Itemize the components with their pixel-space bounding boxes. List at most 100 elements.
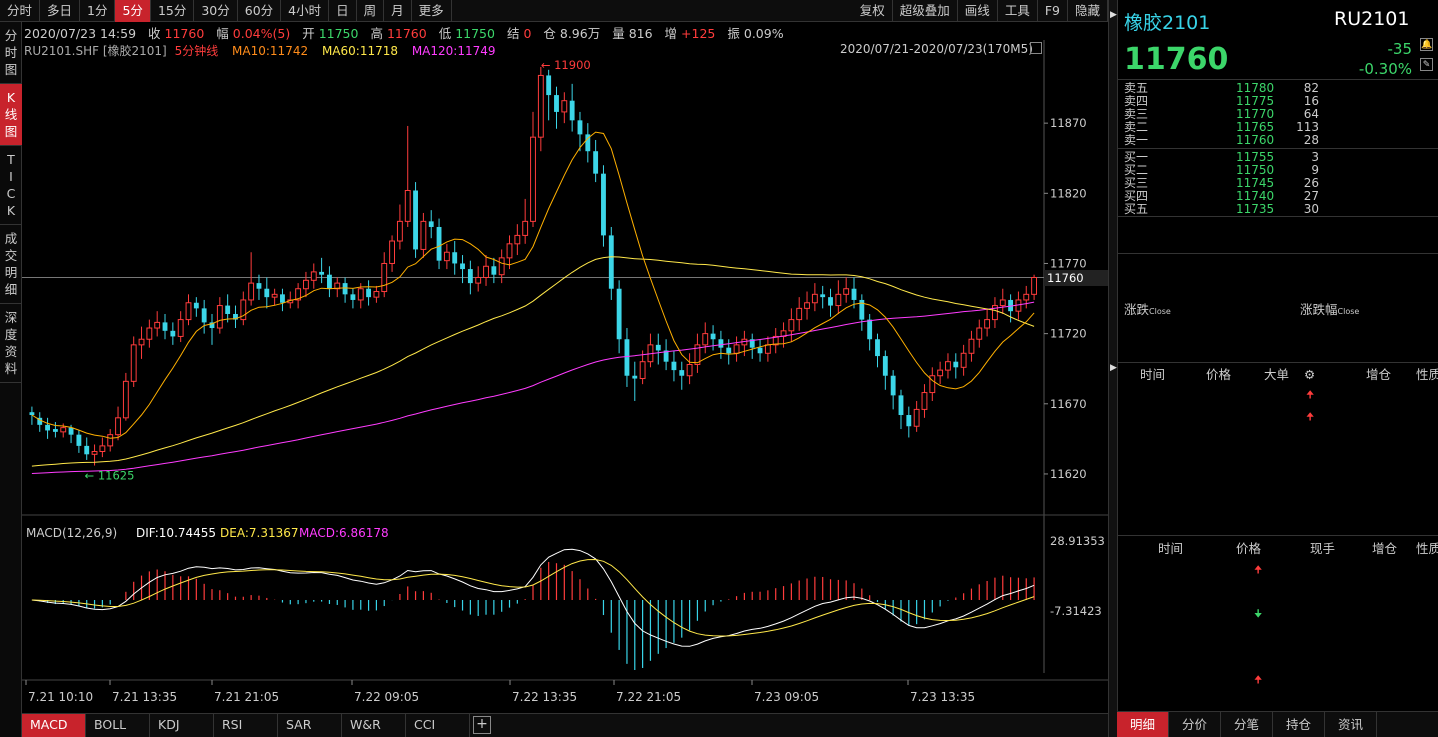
indicator-tab-6[interactable]: CCI (406, 714, 470, 737)
price-axis-label: 11870 (1050, 116, 1087, 130)
period-tab-2[interactable]: 1分 (80, 0, 116, 22)
left-tab-0[interactable]: 分 时 图 (0, 22, 22, 84)
period-tab-4[interactable]: 15分 (151, 0, 195, 22)
candle-body-down (875, 339, 880, 357)
period-tab-6[interactable]: 60分 (238, 0, 282, 22)
period-tab-3[interactable]: 5分 (115, 0, 151, 22)
tick-row (1126, 626, 1438, 648)
bid-price[interactable]: 11745 (1236, 176, 1275, 190)
ma120-label: MA120:11749 (411, 44, 496, 58)
low-label: 低 (438, 26, 452, 41)
left-tab-4[interactable]: 深 度 资 料 (0, 304, 22, 383)
toolbar-tool-0[interactable]: 复权 (853, 0, 893, 22)
settle-label: 结 (506, 26, 520, 41)
macd-axis-mid: -7.31423 (1050, 604, 1102, 618)
time-axis-label: 7.22 13:35 (512, 690, 577, 704)
bid-level-label: 买一 (1124, 150, 1149, 164)
detail-tab-2[interactable]: 分笔 (1221, 712, 1273, 737)
stat-label: 涨跌幅Close (1300, 302, 1359, 319)
candle-body-down (890, 375, 896, 396)
bid-price[interactable]: 11750 (1236, 163, 1275, 177)
detail-tab-3[interactable]: 持仓 (1273, 712, 1325, 737)
time-axis-label: 7.22 09:05 (354, 690, 419, 704)
kline-chart[interactable]: 11870 11820 11770 11720 11670 11620 ← 11900 ← 1… (22, 40, 1108, 713)
ask-volume: 16 (1303, 94, 1319, 108)
toolbar-tool-5[interactable]: 隐藏 (1068, 0, 1108, 22)
indicator-tab-2[interactable]: KDJ (150, 714, 214, 737)
period-tab-7[interactable]: 4小时 (281, 0, 330, 22)
toolbar-tool-4[interactable]: F9 (1038, 0, 1068, 22)
bid-price[interactable]: 11735 (1236, 202, 1275, 216)
left-tab-2[interactable]: T I C K (0, 146, 22, 225)
candle-body-up (404, 190, 411, 222)
period-tab-11[interactable]: 更多 (412, 0, 452, 22)
candle-body-down (436, 226, 442, 261)
left-tab-3[interactable]: 成 交 明 细 (0, 225, 22, 304)
ask-row: 卖三 11770 64 (1124, 108, 1434, 121)
left-tab-1[interactable]: K 线 图 (0, 84, 22, 146)
period-tab-0[interactable]: 分时 (0, 0, 41, 22)
ask-price[interactable]: 11765 (1236, 120, 1275, 134)
indicator-tab-4[interactable]: SAR (278, 714, 342, 737)
detail-tab-0[interactable]: 明细 (1117, 712, 1169, 737)
candle-body-up (804, 302, 810, 309)
ask-price[interactable]: 11760 (1236, 133, 1275, 147)
macd-value: MACD:6.86178 (299, 526, 389, 540)
price-axis-label: 11620 (1050, 467, 1087, 481)
toolbar-tool-1[interactable]: 超级叠加 (893, 0, 958, 22)
candle-body-down (162, 322, 168, 331)
indicator-tab-5[interactable]: W&R (342, 714, 406, 737)
panel-collapse-strip[interactable]: ▶ ▶ (1108, 0, 1117, 737)
candle-body-down (616, 288, 622, 340)
detail-tab-4[interactable]: 资讯 (1325, 712, 1377, 737)
close-label: 收 (148, 26, 161, 41)
ask-price[interactable]: 11770 (1236, 107, 1275, 121)
contract-name: 橡胶2101 (1124, 12, 1211, 34)
toolbar-spacer (452, 0, 853, 21)
period-tab-8[interactable]: 日 (329, 0, 357, 22)
chart-settings-icon[interactable] (1030, 42, 1042, 54)
period-tab-5[interactable]: 30分 (194, 0, 238, 22)
candle-body-down (624, 339, 630, 376)
period-tab-1[interactable]: 多日 (40, 0, 81, 22)
ask-volume: 82 (1303, 81, 1319, 95)
candle-body-down (953, 361, 959, 368)
detail-tab-1[interactable]: 分价 (1169, 712, 1221, 737)
candle-body-down (1008, 299, 1014, 312)
candle-body-down (37, 417, 43, 425)
candle-body-up (420, 220, 427, 250)
candle-body-down (460, 263, 465, 270)
indicator-tab-1[interactable]: BOLL (86, 714, 150, 737)
candle-body-up (122, 380, 129, 419)
toolbar-tool-3[interactable]: 工具 (998, 0, 1038, 22)
period-tab-10[interactable]: 月 (384, 0, 412, 22)
candle-body-down (467, 269, 473, 284)
period-tab-9[interactable]: 周 (357, 0, 385, 22)
arrow-right-icon[interactable]: ▶ (1110, 10, 1117, 20)
candle-body-up (60, 427, 67, 433)
info-datetime: 2020/07/23 14:59 (24, 26, 137, 41)
settings-gear-icon[interactable]: ⚙ (1304, 367, 1316, 382)
bid-price[interactable]: 11740 (1236, 189, 1275, 203)
big-order-row: 🠉 (1126, 385, 1438, 407)
arrow-right-icon[interactable]: ▶ (1110, 363, 1117, 373)
low-value: 11750 (455, 26, 495, 41)
indicator-tab-3[interactable]: RSI (214, 714, 278, 737)
indicator-tab-0[interactable]: MACD (22, 714, 86, 737)
bid-price[interactable]: 11755 (1236, 150, 1275, 164)
edit-icon[interactable]: ✎ (1420, 58, 1433, 71)
add-indicator-button[interactable]: + (473, 716, 491, 734)
tick-row: 🠉 (1126, 670, 1438, 692)
ask-price[interactable]: 11780 (1236, 81, 1275, 95)
bell-icon[interactable]: 🔔 (1420, 38, 1433, 51)
candle-body-down (726, 347, 732, 354)
stat-label-text: 涨跌 (1124, 301, 1150, 317)
candle-body-down (84, 445, 90, 455)
time-axis-label: 7.22 21:05 (616, 690, 681, 704)
up-arrow-icon: 🠉 (1306, 412, 1315, 423)
toolbar-tool-2[interactable]: 画线 (958, 0, 998, 22)
ask-price[interactable]: 11775 (1236, 94, 1275, 108)
candle-body-down (225, 305, 231, 314)
macd-dif-line (31, 548, 1035, 647)
ask-level-label: 卖四 (1124, 94, 1149, 108)
